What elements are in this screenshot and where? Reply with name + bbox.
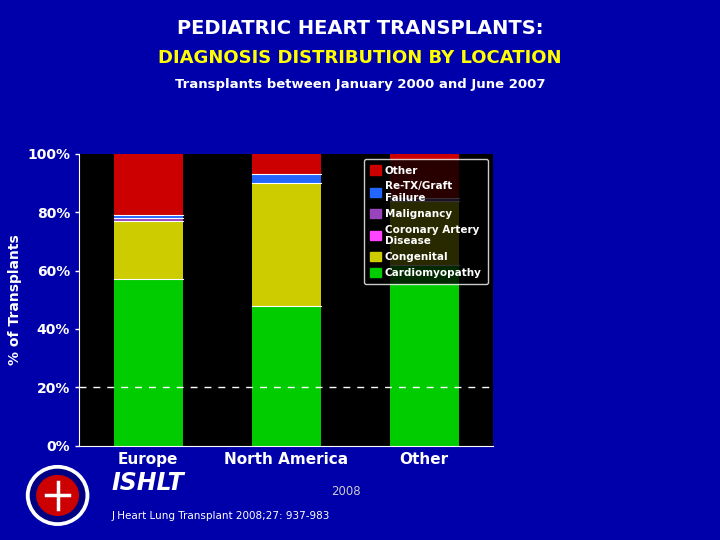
Bar	[114, 215, 183, 218]
Circle shape	[37, 476, 78, 515]
Text: PEDIATRIC HEART TRANSPLANTS:: PEDIATRIC HEART TRANSPLANTS:	[176, 19, 544, 38]
Bar	[252, 174, 320, 183]
Bar	[252, 183, 320, 306]
Bar	[390, 154, 459, 198]
Bar	[114, 221, 183, 279]
Bar	[390, 265, 459, 446]
Text: ISHLT: ISHLT	[112, 471, 184, 495]
Bar	[114, 218, 183, 221]
Circle shape	[30, 469, 85, 522]
Text: 2008: 2008	[330, 485, 361, 498]
Text: Transplants between January 2000 and June 2007: Transplants between January 2000 and Jun…	[175, 78, 545, 91]
Text: DIAGNOSIS DISTRIBUTION BY LOCATION: DIAGNOSIS DISTRIBUTION BY LOCATION	[158, 49, 562, 66]
Bar	[390, 198, 459, 200]
Bar	[252, 306, 320, 446]
Bar	[114, 154, 183, 215]
Legend: Other, Re-TX/Graft
Failure, Malignancy, Coronary Artery
Disease, Congenital, Car: Other, Re-TX/Graft Failure, Malignancy, …	[364, 159, 488, 285]
Text: J Heart Lung Transplant 2008;27: 937-983: J Heart Lung Transplant 2008;27: 937-983	[112, 511, 330, 521]
Circle shape	[27, 465, 89, 525]
Bar	[390, 200, 459, 265]
Bar	[114, 279, 183, 446]
Y-axis label: % of Transplants: % of Transplants	[8, 234, 22, 365]
Bar	[252, 154, 320, 174]
